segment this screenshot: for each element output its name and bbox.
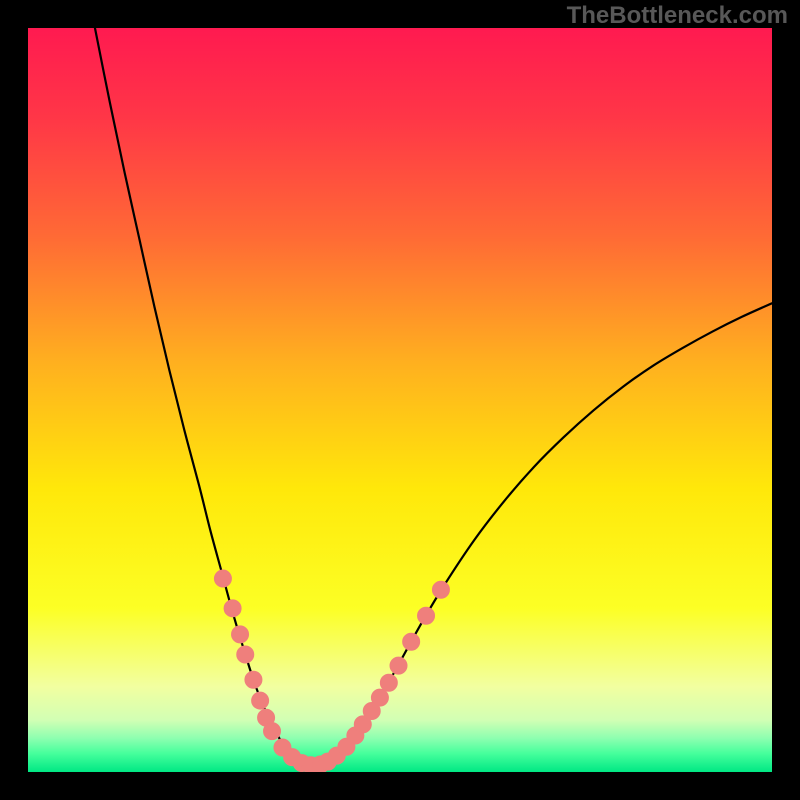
chart-frame [28,28,772,772]
data-marker [214,570,231,587]
watermark-text: TheBottleneck.com [567,2,788,30]
data-marker [371,689,388,706]
chart-svg [28,28,772,772]
data-marker [418,607,435,624]
data-marker [390,657,407,674]
data-marker [224,600,241,617]
data-marker [252,692,269,709]
data-marker [380,674,397,691]
data-marker [232,626,249,643]
data-marker [245,671,262,688]
data-marker [403,633,420,650]
data-marker [432,581,449,598]
data-marker [264,723,281,740]
data-marker [237,646,254,663]
